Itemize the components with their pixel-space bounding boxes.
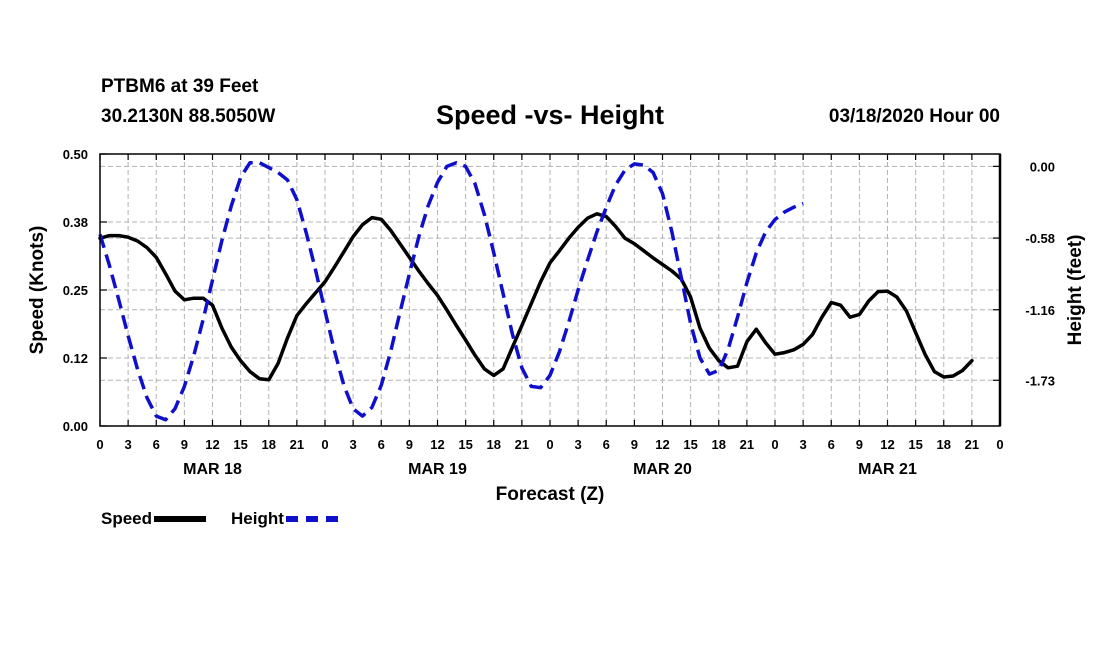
x-tick-label: 9 bbox=[181, 437, 188, 452]
station-name: PTBM6 at 39 Feet bbox=[101, 76, 259, 97]
x-tick-label: 18 bbox=[487, 437, 501, 452]
grid bbox=[100, 154, 1000, 426]
x-tick-label: 0 bbox=[96, 437, 103, 452]
x-tick-label: 6 bbox=[153, 437, 160, 452]
legend-speed-swatch bbox=[154, 516, 207, 522]
legend-height-swatch bbox=[285, 516, 338, 522]
y-right-tick-label: -1.73 bbox=[1025, 373, 1055, 388]
y-axis-right-title: Height (feet) bbox=[1065, 235, 1086, 346]
y-left-tick-label: 0.50 bbox=[63, 147, 88, 162]
x-tick-label: 0 bbox=[321, 437, 328, 452]
x-tick-label: 18 bbox=[712, 437, 726, 452]
y-left-tick-label: 0.00 bbox=[63, 419, 88, 434]
x-tick-label: 6 bbox=[378, 437, 385, 452]
x-tick-label: 15 bbox=[908, 437, 922, 452]
x-tick-label: 15 bbox=[683, 437, 697, 452]
x-tick-label: 9 bbox=[406, 437, 413, 452]
series-line-height bbox=[98, 160, 804, 422]
forecast-datetime: 03/18/2020 Hour 00 bbox=[828, 106, 1000, 127]
y-right-tick-label: -1.16 bbox=[1025, 303, 1055, 318]
x-tick-label: 3 bbox=[800, 437, 807, 452]
x-tick-label: 3 bbox=[125, 437, 132, 452]
x-tick-label: 12 bbox=[655, 437, 669, 452]
legend-speed-label: Speed bbox=[101, 509, 153, 528]
x-tick-label: 0 bbox=[771, 437, 778, 452]
x-tick-label: 0 bbox=[996, 437, 1003, 452]
x-tick-label: 6 bbox=[603, 437, 610, 452]
x-tick-label: 12 bbox=[880, 437, 894, 452]
legend-speed: Speed bbox=[101, 509, 207, 529]
x-tick-label: 18 bbox=[262, 437, 276, 452]
x-tick-label: 15 bbox=[233, 437, 247, 452]
x-day-label: MAR 20 bbox=[633, 461, 692, 478]
x-tick-label: 21 bbox=[740, 437, 754, 452]
x-tick-label: 9 bbox=[856, 437, 863, 452]
y-left-tick-label: 0.25 bbox=[63, 283, 88, 298]
x-tick-label: 9 bbox=[631, 437, 638, 452]
series-line-speed bbox=[98, 212, 974, 382]
chart-title: Speed -vs- Height bbox=[435, 100, 665, 130]
x-tick-label: 21 bbox=[290, 437, 304, 452]
x-tick-label: 21 bbox=[515, 437, 529, 452]
x-tick-label: 6 bbox=[828, 437, 835, 452]
y-right-tick-label: -0.58 bbox=[1025, 231, 1055, 246]
axes: 0 3 6 9 12 15 18 21 0 3 6 9 12 15 18 21 0 3 6 9 12 15 18 21 0 3 6 9… bbox=[63, 147, 1055, 478]
x-axis-title: Forecast (Z) bbox=[496, 484, 605, 505]
x-tick-label: 3 bbox=[575, 437, 582, 452]
x-tick-label: 0 bbox=[546, 437, 553, 452]
station-coordinates: 30.2130N 88.5050W bbox=[101, 106, 276, 127]
x-tick-label: 12 bbox=[205, 437, 219, 452]
x-day-label: MAR 21 bbox=[858, 461, 917, 478]
x-day-label: MAR 19 bbox=[408, 461, 467, 478]
y-axis-left-title: Speed (Knots) bbox=[27, 226, 48, 355]
x-tick-label: 21 bbox=[965, 437, 979, 452]
x-tick-label: 18 bbox=[937, 437, 951, 452]
y-right-tick-label: 0.00 bbox=[1030, 159, 1055, 174]
x-tick-label: 12 bbox=[430, 437, 444, 452]
x-tick-label: 3 bbox=[350, 437, 357, 452]
y-left-tick-label: 0.12 bbox=[63, 351, 88, 366]
x-day-label: MAR 18 bbox=[183, 461, 242, 478]
legend-height: Height bbox=[231, 509, 338, 529]
series-layer bbox=[98, 160, 974, 422]
legend-height-label: Height bbox=[231, 509, 284, 528]
x-tick-label: 15 bbox=[458, 437, 472, 452]
y-left-tick-label: 0.38 bbox=[63, 215, 88, 230]
